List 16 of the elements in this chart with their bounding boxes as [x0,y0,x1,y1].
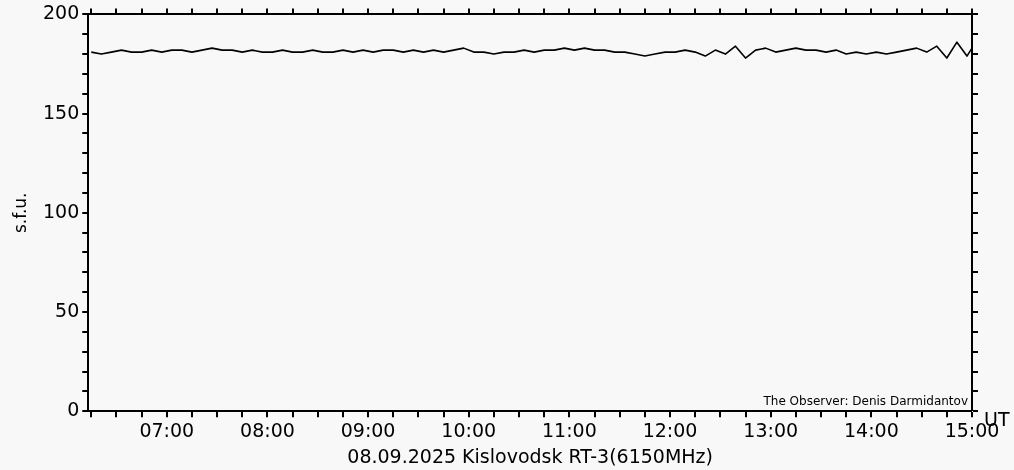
y-tick-label: 100 [43,199,80,222]
text: 08.09.2025 Kislovodsk RT-3(6150MHz) [347,445,713,468]
x-tick-label: 10:00 [441,418,497,441]
y-axis-title: s.f.u. [10,192,31,234]
x-tick-label: 13:00 [743,418,799,441]
x-tick-label: 12:00 [642,418,698,441]
x-tick-label: 07:00 [139,418,195,441]
x-tick-label: 11:00 [542,418,597,441]
x-tick-label: 09:00 [340,418,396,441]
y-tick-label: 50 [55,298,80,321]
annotation: The Observer: Denis Darmidantov [762,394,968,409]
x-tick-label: 14:00 [843,418,899,441]
y-tick-label: 150 [43,100,80,123]
x-tick-label: 08:00 [240,418,295,441]
y-tick-label: 0 [67,398,80,421]
y-tick-label: 200 [43,1,80,24]
